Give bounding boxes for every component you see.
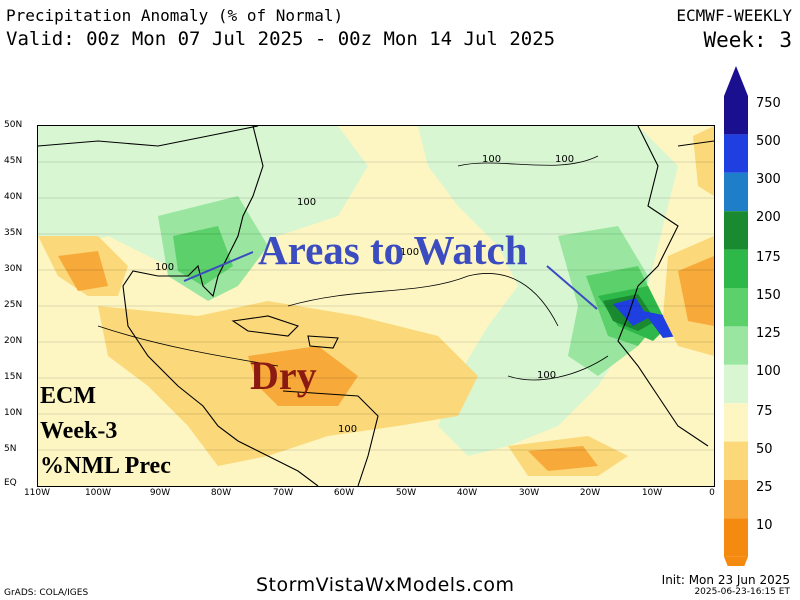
anomaly-dry-region (678, 256, 714, 326)
anomaly-wet-region (613, 298, 648, 326)
anomaly-dry-region (248, 346, 358, 406)
footer-timestamp: 2025-06-23-16:15 ET (694, 587, 790, 597)
colorbar-label: 200 (756, 210, 781, 225)
colorbar-top-arrow (724, 66, 748, 96)
lon-label: 100W (84, 488, 112, 498)
colorbar-label: 25 (756, 480, 773, 495)
colorbar-label: 100 (756, 364, 781, 379)
precip-anomaly-map (37, 125, 715, 487)
colorbar-label: 300 (756, 172, 781, 187)
colorbar-label: 50 (756, 442, 773, 457)
dry-label: Dry (250, 353, 317, 398)
lon-label: 80W (210, 488, 232, 498)
lat-label: 45N (4, 156, 23, 166)
lon-label: 50W (395, 488, 417, 498)
colorbar-segment (724, 518, 748, 557)
colorbar-segment (724, 172, 748, 212)
model-name: ECMWF-WEEKLY (676, 6, 792, 25)
colorbar-label: 175 (756, 250, 781, 265)
contour-label: 100 (155, 262, 175, 273)
ecm-nml-label: %NML Prec (40, 453, 171, 479)
lat-label: 5N (4, 444, 17, 454)
lon-label: 110W (23, 488, 51, 498)
valid-period: Valid: 00z Mon 07 Jul 2025 - 00z Mon 14 … (6, 28, 556, 50)
colorbar-label: 150 (756, 288, 781, 303)
lat-label: 30N (4, 264, 23, 274)
colorbar-segment (724, 403, 748, 442)
colorbar-label: 125 (756, 326, 781, 341)
ecm-label: ECM (40, 383, 96, 409)
map-canvas (38, 126, 714, 486)
anomaly-dry-region (528, 446, 598, 471)
coastlines (38, 126, 714, 486)
lon-label: 70W (272, 488, 294, 498)
lon-label: 90W (149, 488, 171, 498)
ecm-week-label: Week-3 (40, 418, 118, 444)
colorbar-segment (724, 288, 748, 327)
contour-label: 100 (482, 154, 502, 165)
contour-label: 100 (555, 154, 575, 165)
lat-label: 15N (4, 372, 23, 382)
lon-label: 20W (579, 488, 601, 498)
anomaly-dry-region (58, 251, 108, 291)
week-label: Week: 3 (703, 28, 792, 52)
colorbar-label: 500 (756, 134, 781, 149)
anomaly-wet-region (38, 126, 368, 276)
colorbar (724, 66, 748, 566)
anomaly-wet-region (643, 311, 678, 338)
contour-label: 100 (297, 197, 317, 208)
colorbar-bottom-arrow (724, 556, 748, 566)
contour-label: 100 (537, 370, 557, 381)
lat-label: EQ (4, 478, 17, 488)
colorbar-label: 10 (756, 518, 773, 533)
colorbar-segment (724, 96, 748, 135)
colorbar-label: 75 (756, 404, 773, 419)
lat-label: 40N (4, 192, 23, 202)
contour-label: 100 (400, 247, 420, 258)
footer-source: GrADS: COLA/IGES (4, 588, 89, 598)
colorbar-segment (724, 441, 748, 480)
lat-label: 25N (4, 300, 23, 310)
contour-lines (97, 155, 609, 381)
footer-site: StormVistaWxModels.com (256, 574, 515, 596)
lat-label: 50N (4, 120, 23, 130)
lat-label: 35N (4, 228, 23, 238)
colorbar-segment (724, 480, 748, 519)
lon-label: 40W (456, 488, 478, 498)
lat-label: 20N (4, 336, 23, 346)
lon-label: 60W (333, 488, 355, 498)
map-title: Precipitation Anomaly (% of Normal) (6, 6, 344, 25)
colorbar-segment (724, 211, 748, 250)
colorbar-segment (724, 326, 748, 365)
graticule (38, 161, 714, 451)
colorbar-segment (724, 134, 748, 173)
contour-label: 100 (338, 424, 358, 435)
footer-init: Init: Mon 23 Jun 2025 (661, 573, 790, 587)
areas-to-watch-label: Areas to Watch (258, 227, 528, 273)
lat-label: 10N (4, 408, 23, 418)
lon-label: 10W (641, 488, 663, 498)
colorbar-segment (724, 249, 748, 288)
lon-label: 0 (709, 488, 715, 498)
lon-label: 30W (518, 488, 540, 498)
colorbar-label: 750 (756, 96, 781, 111)
colorbar-segment (724, 364, 748, 404)
